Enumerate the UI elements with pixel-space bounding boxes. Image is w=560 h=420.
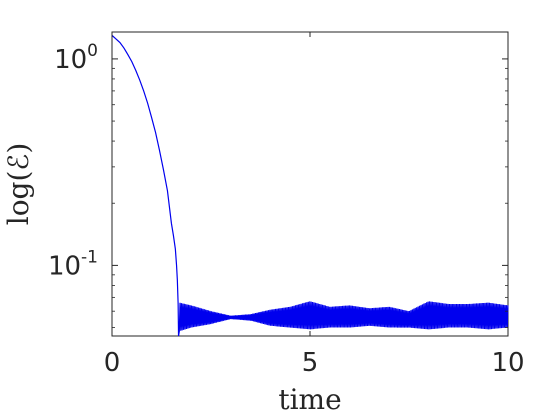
y-tick-label: 10-1 [48, 247, 98, 281]
y-tick-label: 100 [54, 41, 98, 75]
energy-line [111, 34, 509, 337]
x-axis-label: time [278, 383, 341, 416]
ticks-group [111, 32, 509, 336]
x-tick-label: 0 [104, 348, 121, 378]
x-tick-label: 10 [491, 348, 524, 378]
labels-group: 0 5 10 100 10-1 time log(ℰ) [2, 41, 525, 416]
y-axis-label: log(ℰ) [2, 143, 35, 226]
x-tick-label: 5 [302, 348, 319, 378]
series-group [111, 34, 509, 337]
